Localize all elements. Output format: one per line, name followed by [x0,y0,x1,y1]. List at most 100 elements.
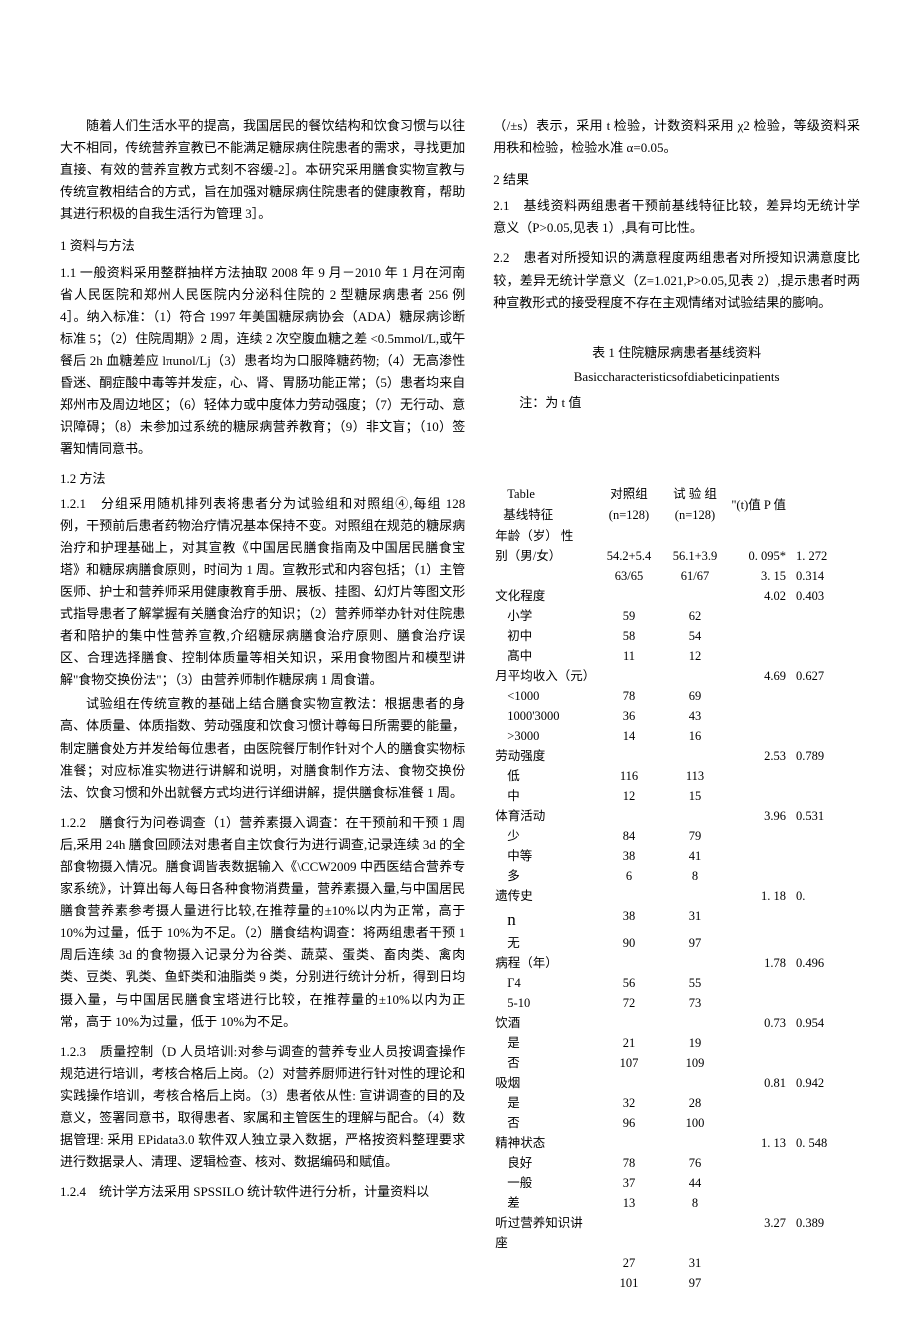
section-2-head: 2 结果 [493,169,860,191]
table-row: n3831 [493,906,860,933]
table-cell [794,933,860,953]
table-cell: 78 [596,686,662,706]
table-cell [728,646,794,666]
table-cell-label: 吸烟 [493,1073,596,1093]
table-cell [794,906,860,933]
table-cell: 0.954 [794,1013,860,1033]
table-cell [728,993,794,1013]
table-cell: 13 [596,1193,662,1213]
left-column: 随着人们生活水平的提高，我国居民的餐饮结构和饮食习惯与以往大不相同，传统营养宣教… [60,115,465,1293]
table-row: Г45655 [493,973,860,993]
table-cell [662,1133,728,1153]
table-cell: 2.53 [728,746,794,766]
table-cell: 8 [662,1193,728,1213]
table-cell: 109 [662,1053,728,1073]
table-cell [662,586,728,606]
table-cell [662,1013,728,1033]
table-cell [794,1113,860,1133]
table-cell-label [493,1253,596,1273]
table-cell [794,686,860,706]
table-cell [662,666,728,686]
table-row: 小学5962 [493,606,860,626]
table-cell [794,726,860,746]
table-cell: 0.81 [728,1073,794,1093]
table-cell-label: 否 [493,1113,596,1133]
table-cell: 113 [662,766,728,786]
table-cell-label: 年龄（岁） 性 [493,526,596,547]
section-2-1: 2.1 基线资料两组患者干预前基线特征比较，差异均无统计学意义（P>0.05,见… [493,195,860,239]
table-cell: 62 [662,606,728,626]
table-1-note: 注：为 t 值 [493,392,860,414]
table-row: 听过营养知识讲座3.270.389 [493,1213,860,1253]
table-cell: 31 [662,906,728,933]
table-cell [596,1133,662,1153]
table-cell: 69 [662,686,728,706]
table-cell-label: 良好 [493,1153,596,1173]
table-cell: 55 [662,973,728,993]
table-cell: 32 [596,1093,662,1113]
table-cell: 0.389 [794,1213,860,1253]
table-cell [794,826,860,846]
table-row: 别（男/女）54.2+5.463/6556.1+3.961/670. 095*3… [493,546,860,586]
table-cell [794,866,860,886]
table-cell: 56.1+3.961/67 [662,546,728,586]
table-cell: 78 [596,1153,662,1173]
table-cell [728,766,794,786]
table-row: 良好7876 [493,1153,860,1173]
table-cell: 28 [662,1093,728,1113]
table-cell [662,806,728,826]
table-cell-label: 劳动强度 [493,746,596,766]
table-cell-label: 髙中 [493,646,596,666]
table-row: 月平均收入（元）4.690.627 [493,666,860,686]
table-cell: 11 [596,646,662,666]
table-cell [596,1073,662,1093]
table-cell: 0. 548 [794,1133,860,1153]
section-1-2-4: 1.2.4 统计学方法采用 SPSSILO 统计软件进行分析，计量资料以 [60,1181,465,1203]
table-cell: 21 [596,1033,662,1053]
table-cell [794,973,860,993]
table-cell [728,606,794,626]
table-cell-label: >3000 [493,726,596,746]
table-cell [596,746,662,766]
table-cell [794,626,860,646]
section-1-2-1a: 1.2.1 分组采用随机排列表将患者分为试验组和对照组④,每组 128 例，干预… [60,493,465,692]
table-row: >30001416 [493,726,860,746]
table-cell-label: 别（男/女） [493,546,596,586]
table-cell: 116 [596,766,662,786]
table-cell: 97 [662,1273,728,1293]
table-cell-label: 1000'3000 [493,706,596,726]
table-cell: 59 [596,606,662,626]
table-cell-label: 遗传史 [493,886,596,906]
table-row: 否107109 [493,1053,860,1073]
table-row: 中1215 [493,786,860,806]
table-cell [662,746,728,766]
table-row: 多68 [493,866,860,886]
table-cell: 12 [662,646,728,666]
table-cell-label: 无 [493,933,596,953]
table-cell-label: n [493,906,596,933]
table-cell [596,666,662,686]
section-1-2-1b: 试验组在传统宣教的基础上结合膳食实物宣教法：根据患者的身高、体质量、体质指数、劳… [60,693,465,803]
table-cell [596,1213,662,1253]
table-cell: 19 [662,1033,728,1053]
table-cell: 41 [662,846,728,866]
table-cell [794,1173,860,1193]
table-row: 体育活动3.960.531 [493,806,860,826]
table-row: 中等3841 [493,846,860,866]
table-head-baseline: 基线特征 [493,505,596,526]
table-cell: 76 [662,1153,728,1173]
table-cell-label: 饮酒 [493,1013,596,1033]
table-cell [662,526,728,547]
table-cell-label: 体育活动 [493,806,596,826]
table-cell [596,953,662,973]
table-cell [794,1153,860,1173]
section-1-2-head: 1.2 方法 [60,468,465,490]
section-1-head: 1 资料与方法 [60,235,465,257]
section-1-1: 1.1 一般资料采用整群抽样方法抽取 2008 年 9 月－2010 年 1 月… [60,262,465,461]
table-row: 无9097 [493,933,860,953]
table-cell-label: 多 [493,866,596,886]
table-cell [728,1113,794,1133]
table-cell: 14 [596,726,662,746]
table-row: 初中5854 [493,626,860,646]
table-row: 病程（年）1.780.496 [493,953,860,973]
